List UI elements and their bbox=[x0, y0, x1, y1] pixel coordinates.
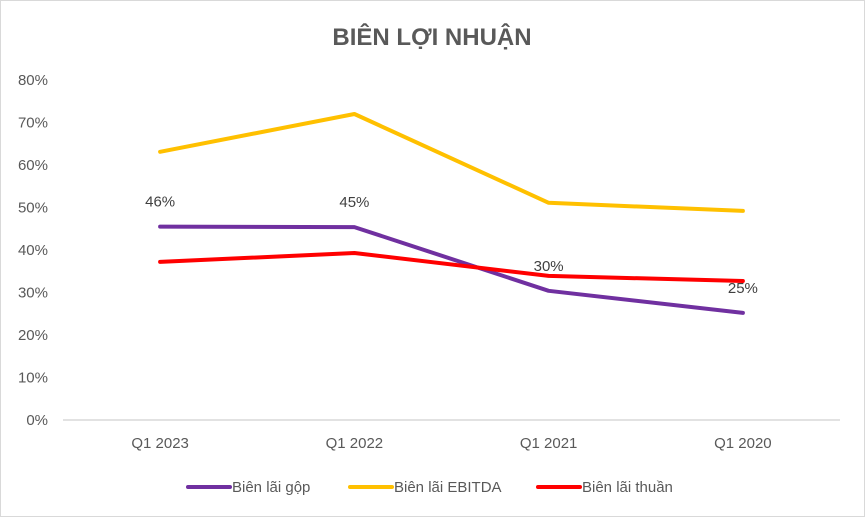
legend-label: Biên lãi gộp bbox=[232, 479, 310, 496]
series-line-3 bbox=[158, 251, 745, 283]
x-axis: Q1 2023 Q1 2022 Q1 2021 Q1 2020 bbox=[131, 435, 771, 452]
legend-item: Biên lãi EBITDA bbox=[348, 479, 502, 496]
x-tick-label: Q1 2020 bbox=[714, 435, 772, 452]
y-tick-label: 80% bbox=[18, 72, 48, 89]
series-line-1 bbox=[158, 224, 745, 315]
x-tick-label: Q1 2021 bbox=[520, 435, 578, 452]
y-tick-label: 20% bbox=[18, 327, 48, 344]
data-label: 30% bbox=[534, 258, 564, 275]
x-tick-label: Q1 2023 bbox=[131, 435, 189, 452]
y-tick-label: 70% bbox=[18, 115, 48, 132]
legend: Biên lãi gộp Biên lãi EBITDA Biên lãi thuầ… bbox=[186, 479, 673, 496]
series-line-2 bbox=[158, 112, 745, 213]
legend-item: Biên lãi thuần bbox=[536, 479, 673, 496]
y-tick-label: 40% bbox=[18, 242, 48, 259]
chart-title: BIÊN LỢI NHUẬN bbox=[332, 23, 531, 51]
legend-item: Biên lãi gộp bbox=[186, 479, 310, 496]
y-tick-label: 50% bbox=[18, 200, 48, 217]
y-tick-label: 60% bbox=[18, 157, 48, 174]
y-tick-label: 0% bbox=[26, 412, 48, 429]
y-tick-label: 10% bbox=[18, 370, 48, 387]
x-tick-label: Q1 2022 bbox=[326, 435, 384, 452]
y-axis: 0% 10% 20% 30% 40% 50% 60% 70% 80% bbox=[18, 72, 48, 429]
plot-area bbox=[158, 112, 745, 315]
legend-label: Biên lãi thuần bbox=[582, 479, 673, 496]
data-labels: 46% 45% 30% 25% bbox=[145, 194, 758, 297]
data-label: 45% bbox=[339, 194, 369, 211]
y-tick-label: 30% bbox=[18, 285, 48, 302]
data-label: 46% bbox=[145, 194, 175, 211]
data-label: 25% bbox=[728, 280, 758, 297]
legend-label: Biên lãi EBITDA bbox=[394, 479, 502, 496]
